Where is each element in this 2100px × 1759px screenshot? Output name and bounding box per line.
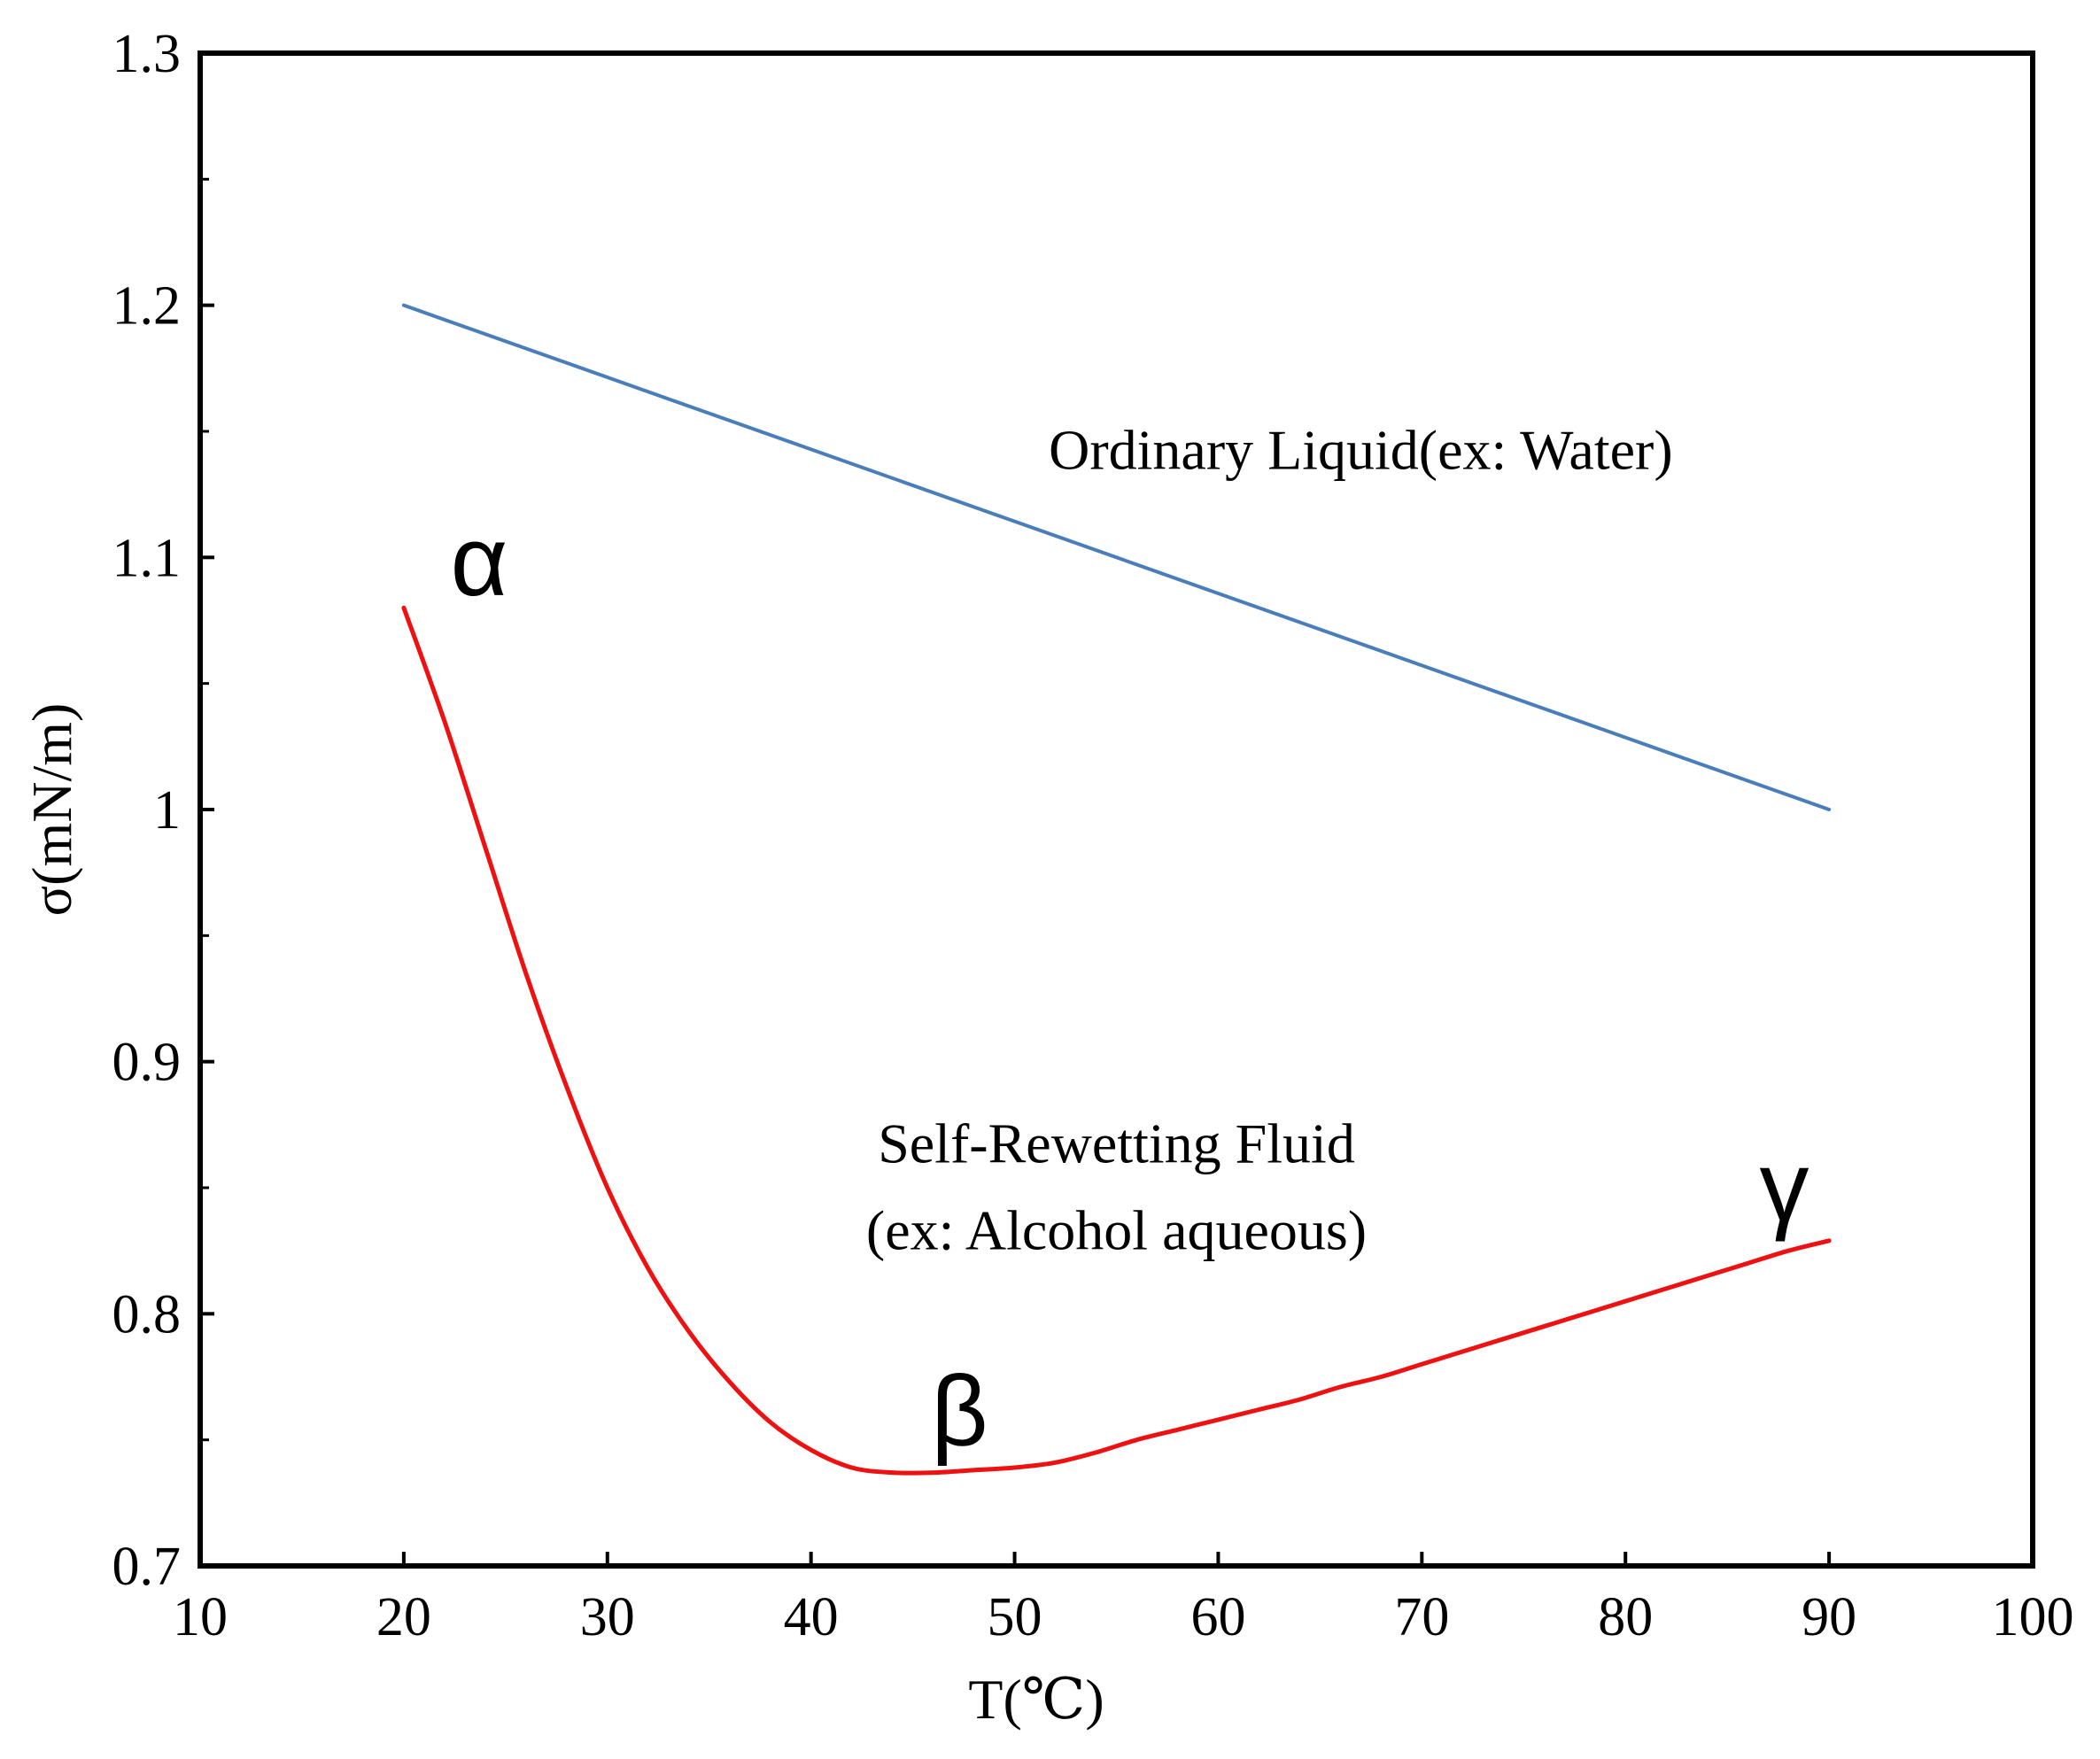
annotation-gamma: γ [1760, 1131, 1809, 1242]
series-line-1 [401, 605, 1832, 1476]
annotation-selfrewet-line-1: (ex: Alcohol aqueous) [866, 1199, 1367, 1262]
annotation-ordinary: Ordinary Liquid(ex: Water) [1049, 419, 1673, 482]
x-tick-label-2: 30 [580, 1587, 635, 1647]
annotation-selfrewet-line-0: Self-Rewetting Fluid [878, 1112, 1355, 1175]
x-axis-title: T(℃) [968, 1668, 1104, 1731]
y-tick-label-5: 1.2 [112, 276, 182, 337]
x-tick-label-4: 50 [988, 1587, 1042, 1647]
y-tick-label-3: 1 [153, 780, 181, 841]
y-tick-label-2: 0.9 [112, 1033, 182, 1093]
x-tick-label-5: 60 [1190, 1587, 1245, 1647]
series-line-0 [401, 303, 1832, 811]
x-tick-label-1: 20 [376, 1587, 431, 1647]
y-tick-label-6: 1.3 [112, 24, 182, 84]
x-tick-label-9: 100 [1992, 1587, 2074, 1647]
annotation-beta: β [931, 1355, 988, 1466]
tick-layer: 10 20 30 40 50 60 70 80 90 100 0.7 0.8 0.9 1 1.1 1.2 1.3 [112, 24, 2074, 1647]
y-tick-label-1: 0.8 [112, 1284, 182, 1344]
series-layer [401, 303, 1832, 1476]
x-tick-label-6: 70 [1394, 1587, 1449, 1647]
x-tick-label-7: 80 [1598, 1587, 1653, 1647]
y-tick-label-4: 1.1 [112, 528, 182, 588]
x-tick-label-8: 90 [1802, 1587, 1856, 1647]
x-tick-label-0: 10 [173, 1587, 228, 1647]
x-tick-label-3: 40 [784, 1587, 839, 1647]
y-tick-label-0: 0.7 [112, 1537, 182, 1597]
annotation-layer: Ordinary Liquid(ex: Water) Self-Rewetting… [451, 419, 1809, 1467]
y-axis-title: σ(mN/m) [20, 703, 83, 917]
annotation-alpha: α [451, 506, 508, 616]
